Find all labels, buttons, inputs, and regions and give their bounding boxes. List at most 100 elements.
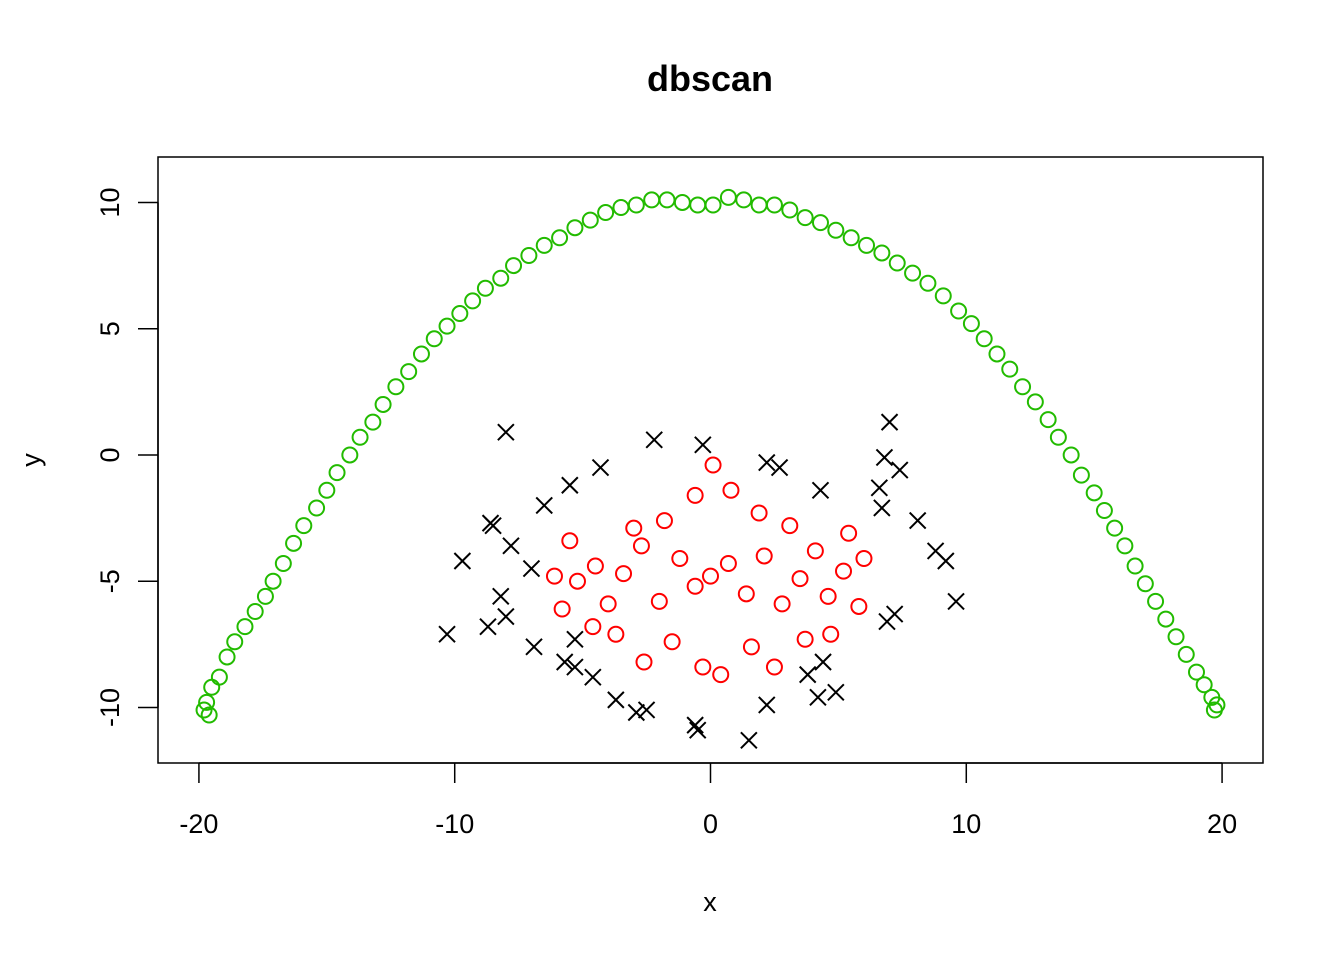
data-point xyxy=(481,514,500,532)
data-point xyxy=(627,196,645,214)
data-point xyxy=(811,214,829,232)
data-point xyxy=(742,638,760,656)
data-point xyxy=(246,603,264,620)
data-point xyxy=(870,479,889,497)
data-point xyxy=(975,330,993,348)
x-tick-label: 20 xyxy=(1207,809,1237,839)
data-point xyxy=(811,481,830,500)
plot-area xyxy=(157,156,1264,764)
data-point xyxy=(1014,378,1032,396)
data-point xyxy=(694,658,712,676)
data-point xyxy=(880,413,899,431)
data-point xyxy=(650,592,668,610)
y-tick-label: 10 xyxy=(95,187,125,217)
points-layer xyxy=(195,188,1226,749)
x-axis: -20 -10 0 10 20 xyxy=(179,762,1237,839)
y-axis-label: y xyxy=(16,453,46,467)
data-point xyxy=(855,549,873,567)
data-point xyxy=(937,552,955,570)
y-tick-label: 5 xyxy=(95,321,125,336)
x-tick-label: -20 xyxy=(179,809,218,839)
data-point xyxy=(535,496,553,515)
data-point xyxy=(947,592,965,611)
data-point xyxy=(689,196,707,214)
data-point xyxy=(351,428,369,446)
data-point xyxy=(555,653,574,671)
data-point xyxy=(737,585,755,603)
data-point xyxy=(274,555,292,573)
data-point xyxy=(1085,484,1103,502)
data-point xyxy=(308,499,326,517)
data-point xyxy=(505,257,523,275)
data-point xyxy=(798,665,817,684)
data-point xyxy=(412,345,430,363)
data-point xyxy=(722,481,740,499)
data-point xyxy=(875,448,894,467)
data-point xyxy=(522,559,541,578)
data-point xyxy=(1126,557,1144,575)
data-point xyxy=(702,567,719,585)
data-point xyxy=(842,229,860,247)
data-point xyxy=(1049,428,1067,446)
data-point xyxy=(451,305,469,323)
data-point xyxy=(689,721,707,739)
data-point xyxy=(645,431,663,449)
data-point xyxy=(568,572,586,590)
data-point xyxy=(218,648,236,666)
data-point xyxy=(341,446,359,464)
data-point xyxy=(1157,610,1175,628)
data-point xyxy=(226,633,244,651)
data-point xyxy=(858,236,876,254)
data-point xyxy=(597,204,615,222)
data-point xyxy=(750,504,768,522)
data-point xyxy=(607,625,625,643)
data-point xyxy=(632,537,650,555)
data-point xyxy=(1205,701,1223,719)
y-tick-label: -10 xyxy=(95,688,125,727)
data-point xyxy=(796,630,814,648)
data-point xyxy=(850,597,868,615)
data-point xyxy=(908,511,927,530)
data-point xyxy=(873,499,891,517)
data-point xyxy=(581,211,599,229)
data-point xyxy=(1095,502,1113,519)
data-point xyxy=(615,565,633,583)
data-point xyxy=(203,678,221,696)
data-point xyxy=(561,476,579,494)
data-point xyxy=(492,587,510,606)
data-point xyxy=(694,436,712,454)
data-point xyxy=(827,221,845,239)
data-point xyxy=(904,264,922,282)
data-point xyxy=(586,557,604,575)
data-point xyxy=(750,196,768,214)
data-point xyxy=(551,229,569,247)
data-point xyxy=(256,587,274,605)
data-point xyxy=(387,378,405,396)
x-tick-label: -10 xyxy=(435,809,474,839)
data-point xyxy=(643,191,661,209)
data-point xyxy=(1026,393,1044,411)
data-point xyxy=(479,617,497,636)
data-point xyxy=(1136,575,1154,593)
data-point xyxy=(318,481,336,499)
data-point xyxy=(553,600,571,618)
data-point xyxy=(891,461,909,479)
x-axis-label: x xyxy=(703,887,717,917)
data-point xyxy=(502,537,520,555)
data-point xyxy=(438,317,456,335)
data-point xyxy=(755,547,773,565)
data-point xyxy=(625,519,643,537)
data-point xyxy=(781,517,799,535)
data-point xyxy=(735,191,753,209)
data-point xyxy=(873,244,891,262)
data-point xyxy=(704,456,722,474)
data-point xyxy=(1147,592,1165,610)
data-point xyxy=(773,595,791,613)
data-point xyxy=(520,246,538,264)
data-point xyxy=(885,605,904,623)
data-point xyxy=(545,567,563,585)
data-point xyxy=(264,572,282,590)
data-point xyxy=(919,274,937,292)
data-point xyxy=(1187,663,1205,681)
